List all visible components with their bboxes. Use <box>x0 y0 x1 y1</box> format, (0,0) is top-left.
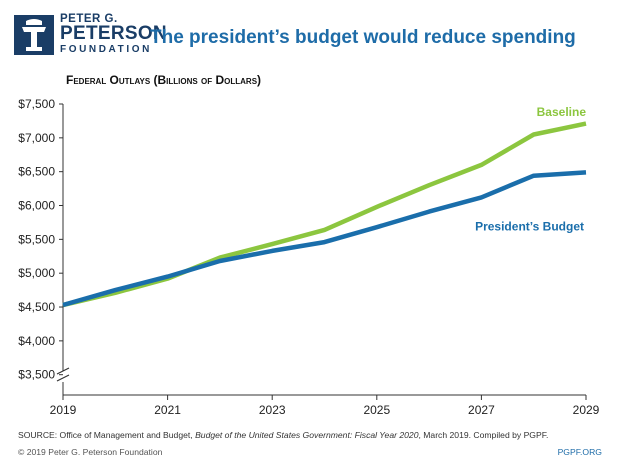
y-tick-label: $6,000 <box>18 199 55 213</box>
series-line-president-s-budget <box>62 170 587 308</box>
site-link[interactable]: PGPF.ORG <box>557 447 602 457</box>
y-axis-ticks: $3,500 $4,000 $4,500 $5,000 $5,500 $6,000 $6,5… <box>18 97 63 382</box>
x-tick-label: 2029 <box>573 403 600 417</box>
copyright: © 2019 Peter G. Peterson Foundation <box>18 447 163 457</box>
x-tick-label: 2021 <box>154 403 181 417</box>
pgpf-logo: PETER G. PETERSON FOUNDATION <box>14 13 167 61</box>
x-axis-ticks: 2019 2021 2023 2025 2027 2029 <box>50 395 600 417</box>
source-suffix: , March 2019. Compiled by PGPF. <box>418 430 549 440</box>
series-line-baseline <box>62 121 587 308</box>
torch-icon <box>14 15 54 55</box>
logo-line-3: FOUNDATION <box>60 44 152 55</box>
chart-subtitle: Federal Outlays (Billions of Dollars) <box>66 73 262 87</box>
series-label-baseline: Baseline <box>537 105 587 119</box>
source-prefix: SOURCE: Office of Management and Budget, <box>18 430 196 440</box>
y-tick-label: $5,000 <box>18 266 55 280</box>
x-tick-label: 2019 <box>50 403 77 417</box>
series-lines <box>62 121 587 308</box>
y-tick-label: $7,000 <box>18 131 55 145</box>
axis-break-mark <box>56 367 70 382</box>
y-tick-label: $3,500 <box>18 368 55 382</box>
logo-line-1: PETER G. <box>60 13 118 25</box>
chart-headline: The president’s budget would reduce spen… <box>150 27 576 48</box>
y-tick-label: $5,500 <box>18 232 55 246</box>
logo-line-2: PETERSON <box>60 23 167 44</box>
y-tick-label: $6,500 <box>18 165 55 179</box>
y-tick-label: $4,500 <box>18 300 55 314</box>
series-labels: Baseline President’s Budget <box>475 105 586 233</box>
chart-axes <box>56 104 586 396</box>
x-tick-label: 2025 <box>363 403 390 417</box>
source-title: Budget of the United States Government: … <box>195 430 419 440</box>
x-tick-label: 2023 <box>259 403 286 417</box>
y-tick-label: $4,000 <box>18 334 55 348</box>
y-tick-label: $7,500 <box>18 97 55 111</box>
series-label-president-s-budget: President’s Budget <box>475 219 584 233</box>
x-tick-label: 2027 <box>468 403 495 417</box>
source-note: SOURCE: Office of Management and Budget,… <box>18 430 548 440</box>
